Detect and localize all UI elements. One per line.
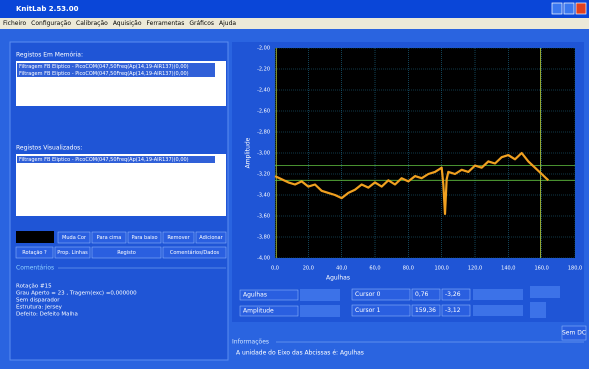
y-tick-label: -2,80 bbox=[257, 130, 270, 136]
button-label: Para baixo bbox=[131, 235, 157, 241]
cursor-y: -3,12 bbox=[445, 307, 461, 314]
cursor-tools[interactable] bbox=[473, 305, 523, 316]
button[interactable] bbox=[162, 231, 195, 244]
button[interactable] bbox=[162, 246, 227, 259]
y-tick-label: -4,00 bbox=[257, 256, 270, 262]
data-line bbox=[274, 151, 550, 215]
comment-line: Grau Aperto = 23 , Tragem(exc) =0,000000 bbox=[16, 291, 137, 297]
cursor-name-box bbox=[351, 288, 411, 301]
button-label: Comentários/Dados bbox=[170, 249, 220, 256]
y-select-text: Amplitude bbox=[243, 308, 274, 315]
menu-bar bbox=[0, 18, 589, 29]
y-tick-label: -2,40 bbox=[257, 88, 270, 94]
comment-line: Sem disparador bbox=[16, 298, 60, 304]
list-selection bbox=[17, 63, 215, 70]
button[interactable] bbox=[57, 231, 91, 244]
x-tick-label: 160,0 bbox=[535, 266, 549, 272]
cursor-y-box bbox=[441, 288, 471, 301]
comment-line: Defeito: Defeito Malha bbox=[16, 312, 78, 318]
menu-item[interactable]: Calibração bbox=[76, 20, 108, 27]
button-label: Registo bbox=[117, 250, 136, 256]
maximize[interactable] bbox=[563, 2, 575, 15]
y-tick-label: -3,00 bbox=[257, 151, 270, 157]
visible-list[interactable] bbox=[16, 154, 226, 216]
comment-line: Rotação #15 bbox=[16, 284, 52, 290]
cursor-tools[interactable] bbox=[473, 289, 523, 300]
x-select-text: Agulhas bbox=[243, 292, 267, 299]
y-tick-label: -3,80 bbox=[257, 235, 270, 241]
button-label: Rotação ? bbox=[22, 250, 47, 256]
button[interactable] bbox=[91, 246, 162, 259]
sem-dc-button[interactable] bbox=[561, 325, 587, 341]
minimize[interactable] bbox=[551, 2, 563, 15]
cursor-x: 159,36 bbox=[415, 307, 436, 314]
y-tools[interactable] bbox=[300, 305, 340, 317]
cursor-x-box bbox=[411, 288, 441, 301]
title-bar bbox=[0, 0, 589, 18]
cursor-name-box bbox=[351, 304, 411, 317]
button[interactable] bbox=[195, 231, 227, 244]
menu-item[interactable]: Configuração bbox=[31, 20, 71, 27]
x-tick-label: 40,0 bbox=[336, 266, 347, 272]
y-axis-label: Amplitude bbox=[245, 137, 252, 168]
y-select[interactable] bbox=[239, 305, 299, 317]
cursor-x: 0,76 bbox=[415, 291, 429, 298]
visible-label: Registos Visualizados: bbox=[16, 145, 82, 152]
button-label: Adicionar bbox=[199, 235, 223, 241]
info-text: A unidade do Eixo das Abcissas é: Agulha… bbox=[236, 350, 364, 357]
menu-item[interactable]: Ajuda bbox=[219, 20, 236, 27]
list-item[interactable]: Filtragem FB Eliptico - PicoCOM(047,50Fr… bbox=[19, 71, 189, 77]
menu-item[interactable]: Ferramentas bbox=[147, 20, 185, 27]
x-axis-label: Agulhas bbox=[326, 275, 350, 282]
y-tick-label: -3,20 bbox=[257, 172, 270, 178]
memory-label: Registos Em Memória: bbox=[16, 52, 83, 59]
cursor-name: Cursor 0 bbox=[355, 291, 381, 298]
button-label: Muda Cor bbox=[62, 235, 87, 241]
list-selection bbox=[17, 156, 215, 163]
menu-item[interactable]: Ficheiro bbox=[3, 20, 26, 27]
button[interactable] bbox=[127, 231, 162, 244]
pan-tool[interactable] bbox=[530, 302, 546, 318]
comments-label: Comentários bbox=[16, 265, 54, 272]
button-label: Prop. Linhas bbox=[57, 250, 88, 256]
cursor-y-box bbox=[441, 304, 471, 317]
zoom-tools[interactable] bbox=[530, 286, 560, 298]
x-tick-label: 0,0 bbox=[271, 266, 279, 272]
y-tick-label: -2,20 bbox=[257, 67, 270, 73]
x-tools[interactable] bbox=[300, 289, 340, 301]
button[interactable] bbox=[91, 231, 127, 244]
x-tick-label: 20,0 bbox=[303, 266, 314, 272]
y-tick-label: -3,60 bbox=[257, 214, 270, 220]
list-item[interactable]: Filtragem FB Eliptico - PicoCOM(047,50Fr… bbox=[19, 64, 189, 70]
list-item[interactable]: Filtragem FB Eliptico - PicoCOM(047,50Fr… bbox=[19, 157, 189, 163]
cursor-y: -3,26 bbox=[445, 291, 461, 298]
info-label: Informações bbox=[232, 339, 269, 346]
x-tick-label: 180,0 bbox=[568, 266, 582, 272]
y-tick-label: -2,00 bbox=[257, 46, 270, 52]
button-label: Para cima bbox=[97, 235, 122, 241]
close[interactable] bbox=[575, 2, 587, 15]
sem-dc-text: Sem DC bbox=[562, 330, 586, 337]
x-select[interactable] bbox=[239, 289, 299, 301]
x-tick-label: 100,0 bbox=[435, 266, 449, 272]
button-label: Remover bbox=[167, 235, 190, 241]
comment-line: Estrutura: Jersey bbox=[16, 305, 63, 311]
y-tick-label: -2,60 bbox=[257, 109, 270, 115]
button[interactable] bbox=[54, 246, 91, 259]
y-tick-label: -3,40 bbox=[257, 193, 270, 199]
menu-item[interactable]: Gráficos bbox=[189, 20, 214, 27]
window-title: KnitLab 2.53.00 bbox=[16, 5, 79, 13]
x-tick-label: 140,0 bbox=[501, 266, 515, 272]
x-tick-label: 120,0 bbox=[468, 266, 482, 272]
list-selection bbox=[17, 70, 215, 77]
x-tick-label: 60,0 bbox=[369, 266, 380, 272]
color-box bbox=[16, 231, 54, 243]
x-tick-label: 80,0 bbox=[403, 266, 414, 272]
cursor-name: Cursor 1 bbox=[355, 307, 381, 314]
menu-item[interactable]: Aquisição bbox=[113, 20, 142, 27]
cursor-x-box bbox=[411, 304, 441, 317]
button[interactable] bbox=[15, 246, 54, 259]
